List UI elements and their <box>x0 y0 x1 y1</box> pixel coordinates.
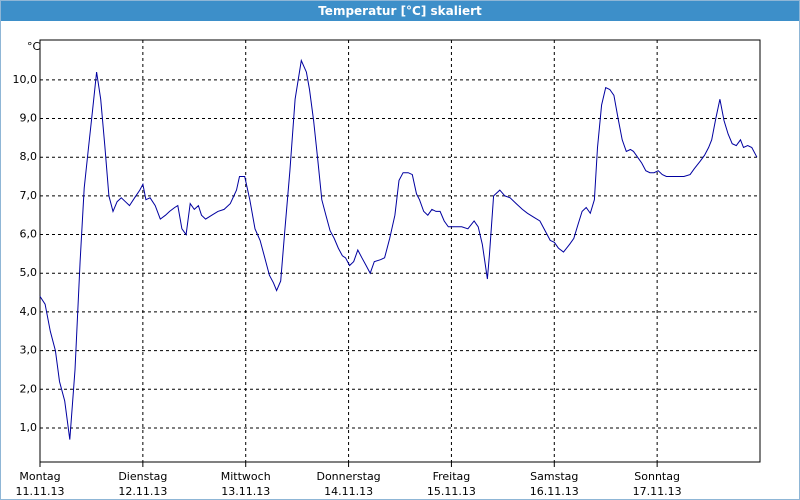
x-tick-label: Donnerstag <box>316 470 380 483</box>
y-tick-label: 10,0 <box>13 73 38 86</box>
x-tick-label: Montag <box>19 470 60 483</box>
y-unit-label: °C <box>27 40 41 53</box>
title-bar: Temperatur [°C] skaliert <box>1 1 799 21</box>
x-tick-label: Freitag <box>433 470 471 483</box>
x-tick-date: 14.11.13 <box>324 485 373 498</box>
x-tick-date: 11.11.13 <box>16 485 65 498</box>
x-tick-date: 17.11.13 <box>633 485 682 498</box>
x-tick-label: Dienstag <box>118 470 167 483</box>
y-tick-label: 9,0 <box>20 112 38 125</box>
temperature-line <box>39 58 758 440</box>
x-tick-date: 13.11.13 <box>221 485 270 498</box>
y-tick-label: 3,0 <box>20 344 38 357</box>
x-tick-date: 12.11.13 <box>118 485 167 498</box>
y-tick-label: 6,0 <box>20 228 38 241</box>
x-tick-label: Samstag <box>530 470 578 483</box>
y-tick-label: 8,0 <box>20 150 38 163</box>
x-tick-date: 16.11.13 <box>530 485 579 498</box>
plot-frame <box>39 39 761 463</box>
y-tick-label: 7,0 <box>20 189 38 202</box>
x-tick-label: Sonntag <box>634 470 680 483</box>
y-tick-label: 2,0 <box>20 382 38 395</box>
y-tick-label: 4,0 <box>20 305 38 318</box>
x-tick-date: 15.11.13 <box>427 485 476 498</box>
y-tick-label: 1,0 <box>20 421 38 434</box>
x-tick-label: Mittwoch <box>221 470 271 483</box>
y-tick-label: 5,0 <box>20 266 38 279</box>
